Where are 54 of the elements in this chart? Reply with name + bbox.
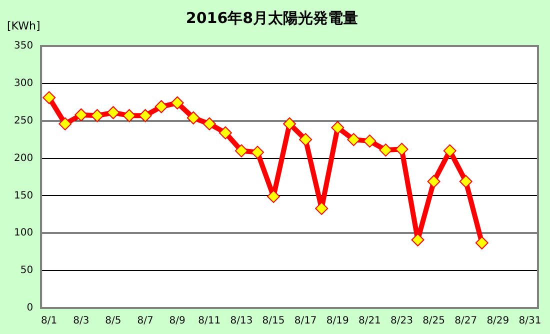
point (475, 236, 488, 250)
point (202, 117, 216, 130)
point (363, 134, 376, 148)
x-tick-label: 8/5 (105, 316, 122, 327)
point (315, 202, 328, 215)
x-tick-label: 8/23 (390, 316, 413, 327)
x-tick-label: 8/29 (486, 316, 510, 327)
y-tick-label: 250 (14, 115, 34, 126)
point (250, 146, 264, 159)
point (459, 174, 472, 188)
point (138, 109, 152, 122)
x-tick-label: 8/15 (262, 316, 285, 327)
y-tick-label: 300 (14, 78, 34, 90)
point (427, 174, 440, 188)
y-tick-label: 350 (14, 40, 34, 52)
point (411, 233, 424, 246)
point (90, 109, 104, 122)
x-tick-label: 8/1 (41, 316, 58, 327)
x-tick-label: 8/25 (422, 316, 446, 327)
point (186, 111, 200, 124)
point (74, 108, 88, 122)
x-tick-label: 8/9 (169, 316, 186, 327)
x-tick-label: 8/3 (73, 316, 90, 327)
x-tick-label: 8/11 (198, 316, 221, 327)
x-tick-label: 8/27 (454, 316, 478, 327)
y-tick-label: 50 (20, 265, 34, 276)
point (154, 100, 168, 114)
point (234, 144, 248, 158)
point (443, 144, 456, 158)
point (170, 96, 184, 110)
y-axis-title: [KWh] (7, 19, 40, 32)
point (122, 109, 136, 122)
x-tick-label: 8/7 (137, 316, 154, 327)
point (283, 117, 296, 130)
y-tick-label: 0 (26, 302, 34, 314)
point (299, 133, 312, 146)
y-tick-label: 200 (14, 152, 34, 164)
x-tick-label: 8/21 (358, 316, 381, 327)
point (218, 126, 232, 140)
y-tick-label: 100 (14, 228, 34, 239)
chart-title: 2016年8月太陽光発電量 (186, 8, 358, 27)
y-tick-label: 150 (14, 190, 34, 202)
x-tick-label: 8/13 (230, 316, 253, 327)
point (379, 144, 392, 157)
point (58, 117, 72, 130)
point (42, 91, 56, 104)
x-tick-label: 8/19 (326, 316, 349, 327)
point (106, 106, 120, 120)
point (331, 121, 344, 134)
x-tick-label: 8/31 (518, 316, 542, 327)
point (267, 190, 280, 203)
x-tick-label: 8/17 (294, 316, 317, 327)
point (347, 133, 360, 146)
point (395, 142, 408, 156)
